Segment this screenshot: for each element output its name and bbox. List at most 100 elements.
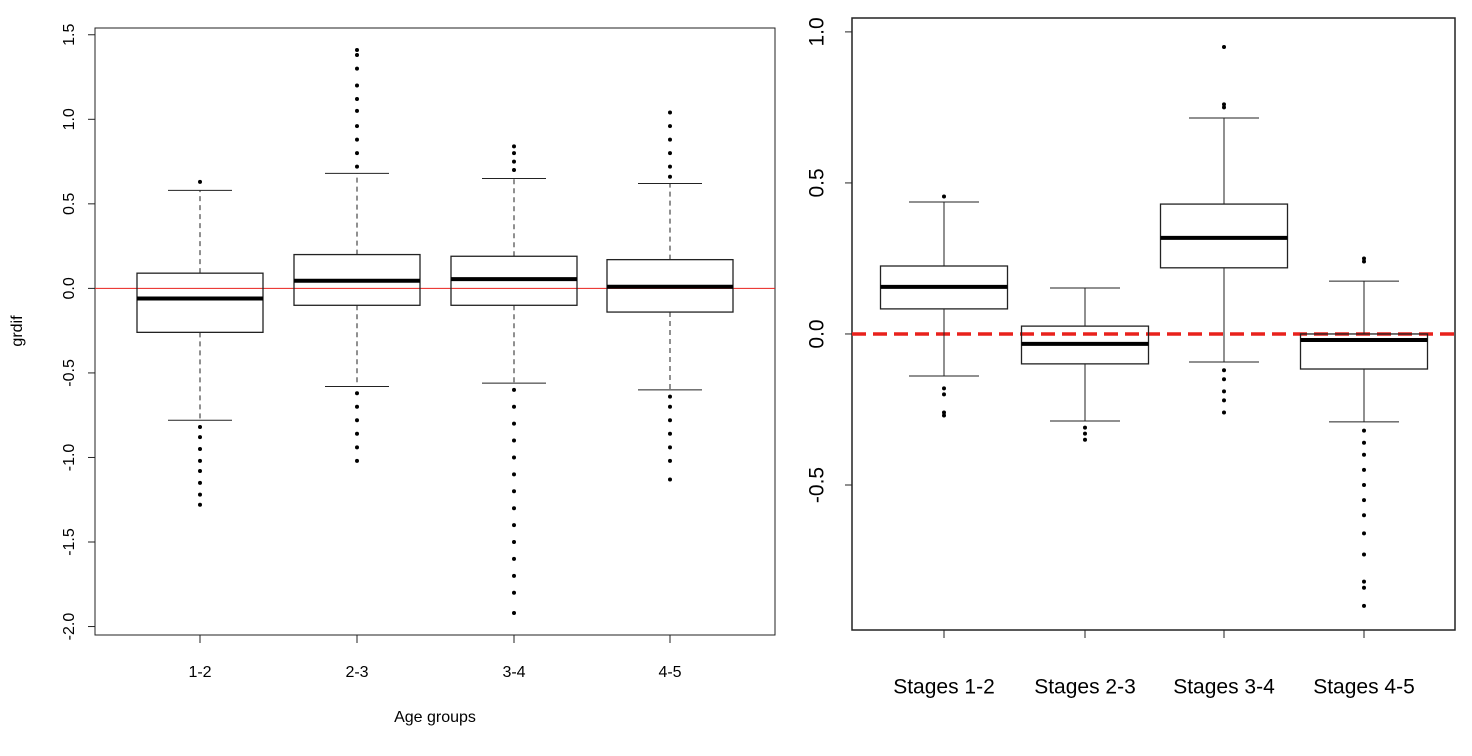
chart: -0.5 0.0 0.5 1.0 Stages 1-2 Stages 2-3 Stages … bbox=[806, 17, 1456, 699]
x-tick-label: 2-3 bbox=[345, 664, 368, 681]
outlier bbox=[1362, 483, 1366, 488]
x-tick-label: Stages 4-5 bbox=[1313, 676, 1415, 699]
outlier bbox=[355, 458, 359, 463]
box bbox=[1299, 333, 1429, 370]
outlier bbox=[355, 97, 359, 102]
outlier bbox=[668, 124, 672, 129]
outlier bbox=[512, 404, 516, 409]
outlier bbox=[198, 447, 202, 452]
outlier bbox=[355, 124, 359, 129]
y-tick-label: 0.5 bbox=[806, 168, 829, 197]
outlier bbox=[1083, 431, 1087, 436]
x-tick-label: 1-2 bbox=[188, 664, 211, 681]
outlier bbox=[1222, 44, 1226, 49]
x-tick-label: Stages 2-3 bbox=[1034, 676, 1136, 699]
outlier bbox=[668, 174, 672, 179]
y-tick-label: -1.0 bbox=[61, 444, 78, 472]
x-tick-label: Stages 3-4 bbox=[1173, 676, 1275, 699]
outlier bbox=[1222, 410, 1226, 415]
outlier bbox=[668, 404, 672, 409]
chart: -2.0 -1.5 -1.0 -0.5 0.0 0.5 1.0 1.5 grdif Age gro… bbox=[9, 24, 776, 726]
outlier bbox=[1362, 603, 1366, 608]
plot-frame bbox=[94, 27, 776, 636]
outlier bbox=[512, 573, 516, 578]
outlier bbox=[668, 137, 672, 142]
outlier bbox=[512, 151, 516, 156]
outlier bbox=[942, 392, 946, 397]
outlier bbox=[198, 458, 202, 463]
outlier bbox=[512, 387, 516, 392]
outlier bbox=[1362, 452, 1366, 457]
outlier bbox=[512, 421, 516, 426]
outlier bbox=[512, 611, 516, 616]
outlier bbox=[668, 151, 672, 156]
y-axis-label: grdif bbox=[9, 315, 26, 347]
outlier bbox=[355, 404, 359, 409]
outlier bbox=[512, 144, 516, 149]
outlier bbox=[512, 159, 516, 164]
outlier bbox=[1222, 398, 1226, 403]
outlier bbox=[668, 110, 672, 115]
y-tick-label: 1.5 bbox=[61, 24, 78, 46]
outlier bbox=[942, 386, 946, 391]
outlier bbox=[355, 47, 359, 52]
outlier bbox=[512, 590, 516, 595]
outlier bbox=[668, 445, 672, 450]
outlier bbox=[512, 438, 516, 443]
outlier bbox=[512, 472, 516, 477]
outlier bbox=[668, 477, 672, 482]
outlier bbox=[1083, 437, 1087, 442]
box bbox=[136, 272, 264, 333]
y-tick-label: 0.0 bbox=[806, 319, 829, 348]
plot-frame bbox=[851, 17, 1456, 631]
outlier bbox=[1362, 498, 1366, 503]
outlier bbox=[512, 540, 516, 545]
outlier bbox=[512, 523, 516, 528]
outlier bbox=[198, 492, 202, 497]
y-tick-label: 1.0 bbox=[806, 17, 829, 46]
outlier bbox=[512, 506, 516, 511]
outlier bbox=[668, 418, 672, 423]
outlier bbox=[1222, 368, 1226, 373]
outlier bbox=[942, 194, 946, 199]
outlier bbox=[512, 556, 516, 561]
y-tick-label: 0.5 bbox=[61, 193, 78, 215]
outlier bbox=[198, 468, 202, 473]
outlier bbox=[1083, 425, 1087, 430]
x-tick-label: 3-4 bbox=[502, 664, 525, 681]
outlier bbox=[355, 445, 359, 450]
outlier bbox=[355, 108, 359, 113]
outlier bbox=[355, 53, 359, 58]
outlier bbox=[668, 431, 672, 436]
outlier bbox=[668, 164, 672, 169]
x-tick-label: Stages 1-2 bbox=[893, 676, 995, 699]
outlier bbox=[512, 455, 516, 460]
outlier bbox=[1362, 513, 1366, 518]
y-tick-label: -2.0 bbox=[61, 613, 78, 641]
outlier bbox=[668, 394, 672, 399]
outlier bbox=[1362, 259, 1366, 264]
outlier bbox=[1362, 579, 1366, 584]
outlier bbox=[355, 83, 359, 88]
outlier bbox=[1222, 389, 1226, 394]
outlier bbox=[198, 435, 202, 440]
outlier bbox=[355, 431, 359, 436]
outlier bbox=[1362, 585, 1366, 590]
outlier bbox=[1362, 531, 1366, 536]
outlier bbox=[355, 418, 359, 423]
outlier bbox=[355, 151, 359, 156]
outlier bbox=[355, 164, 359, 169]
x-axis-label: Age groups bbox=[394, 709, 476, 726]
y-tick-label: 0.0 bbox=[61, 277, 78, 299]
outlier bbox=[355, 66, 359, 71]
outlier bbox=[198, 425, 202, 430]
outlier bbox=[1222, 377, 1226, 382]
outlier bbox=[1362, 256, 1366, 261]
outlier bbox=[512, 168, 516, 173]
outlier bbox=[355, 137, 359, 142]
outlier bbox=[1362, 552, 1366, 557]
outlier bbox=[942, 413, 946, 418]
outlier bbox=[1362, 467, 1366, 472]
y-tick-label: -1.5 bbox=[61, 528, 78, 556]
